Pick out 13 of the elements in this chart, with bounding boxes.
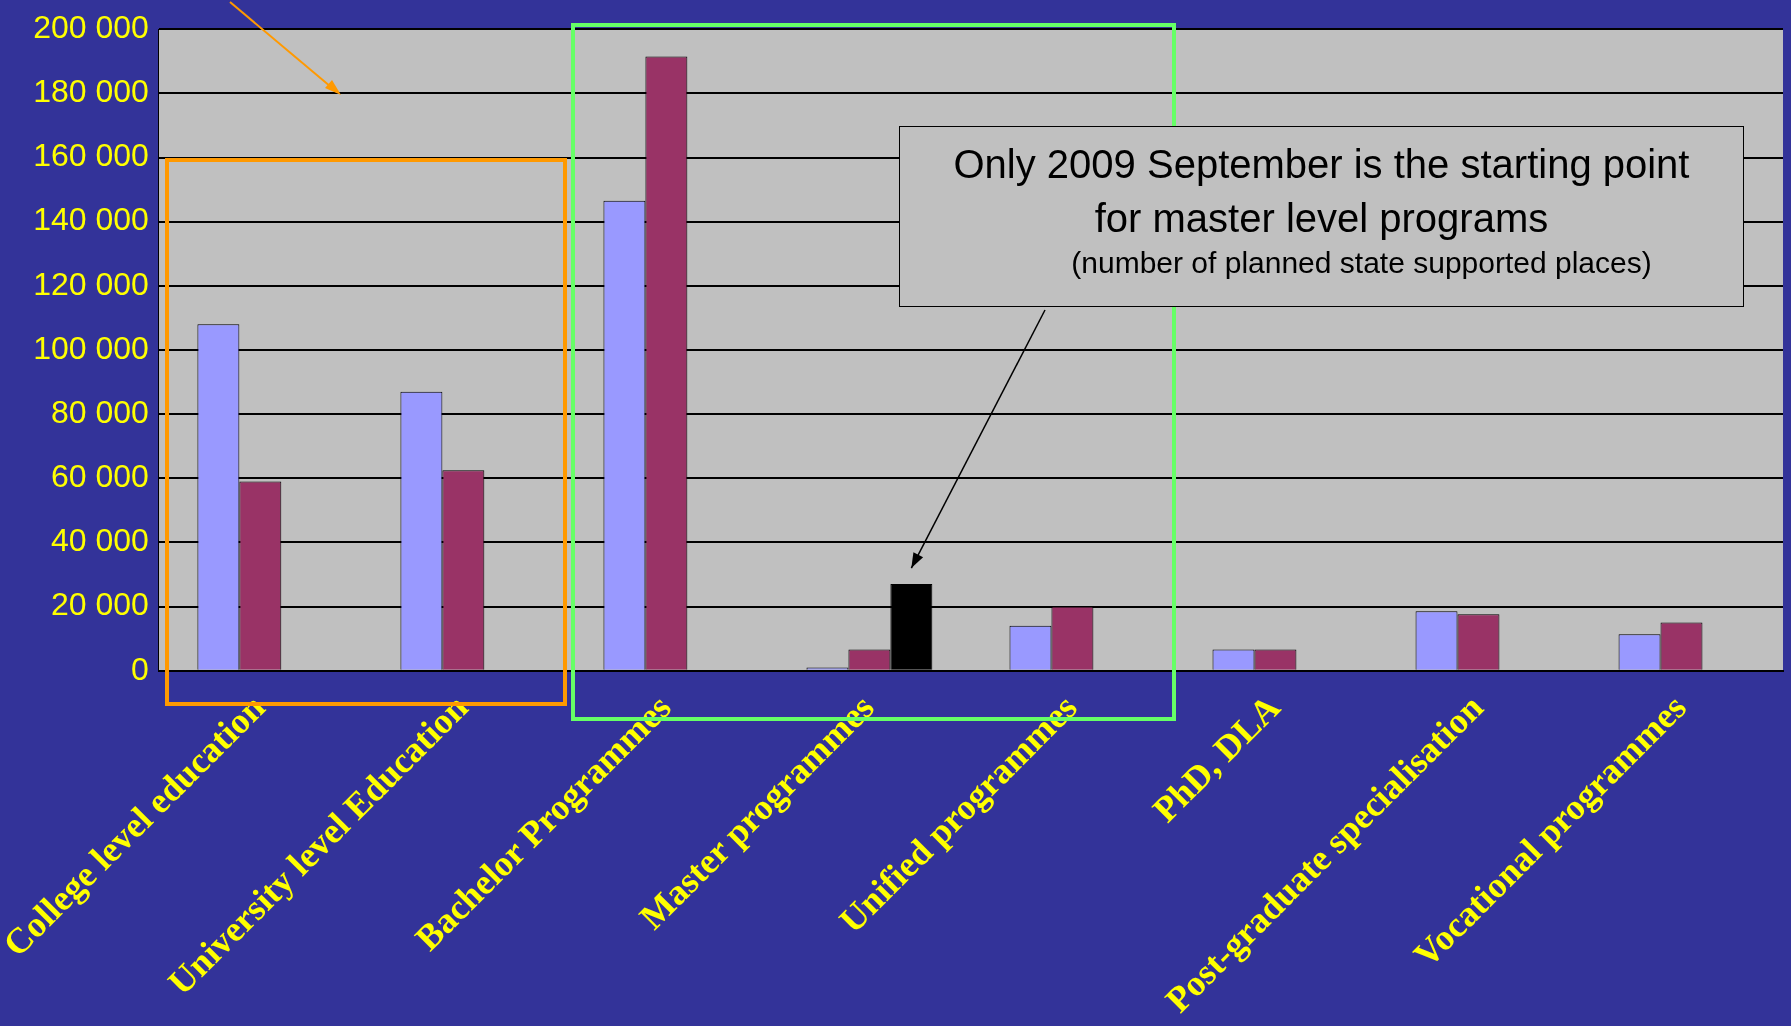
- y-tick-label: 120 000: [33, 265, 149, 302]
- y-tick-label: 60 000: [50, 458, 149, 495]
- y-tick-label: 20 000: [50, 586, 149, 623]
- annotation: Only 2009 September is the starting point for master level programs: [952, 141, 1691, 242]
- y-tick-label: 0: [131, 650, 149, 687]
- y-tick-label: 100 000: [33, 329, 149, 366]
- y-tick-label: 140 000: [33, 201, 149, 238]
- y-tick-label: 180 000: [33, 73, 149, 110]
- y-tick-label: 160 000: [33, 137, 149, 174]
- y-tick-label: 200 000: [33, 9, 149, 46]
- annotation: (number of planned state supported places): [1070, 245, 1653, 281]
- y-tick-label: 40 000: [50, 522, 149, 559]
- y-tick-label: 80 000: [50, 393, 149, 430]
